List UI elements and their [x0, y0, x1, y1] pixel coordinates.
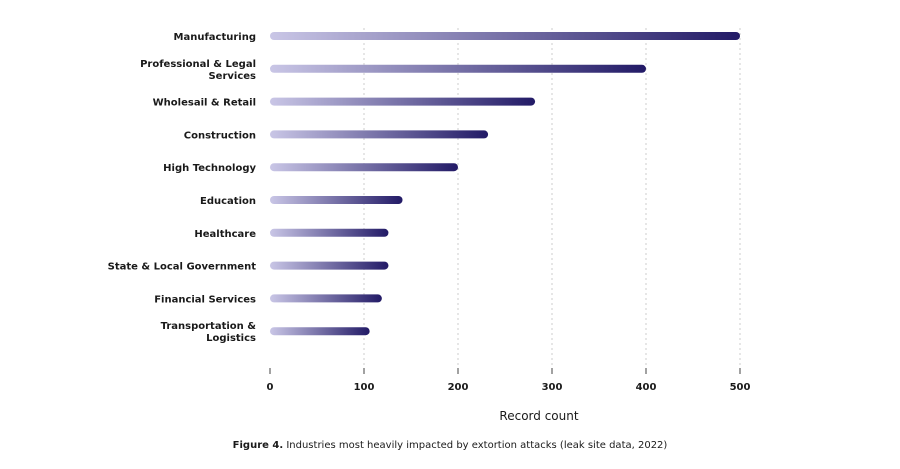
category-label: High Technology: [163, 163, 256, 174]
x-tick-label: 400: [636, 382, 657, 393]
figure-caption: Figure 4. Industries most heavily impact…: [0, 440, 900, 451]
category-label: Manufacturing: [174, 32, 257, 43]
category-label: Construction: [184, 130, 256, 141]
category-label: State & Local Government: [108, 262, 257, 273]
x-tick-label: 100: [354, 382, 375, 393]
bar: [270, 97, 536, 106]
figure-label: Figure 4.: [232, 440, 284, 451]
category-label: Education: [200, 196, 256, 207]
x-axis-title: Record count: [499, 409, 578, 423]
bar: [270, 261, 389, 270]
x-tick-label: 200: [448, 382, 469, 393]
category-label: Wholesail & Retail: [153, 98, 256, 109]
category-label: Healthcare: [194, 229, 256, 240]
bar-chart: Manufacturing Professional & Legal Service…: [108, 28, 751, 423]
bar: [270, 294, 382, 303]
category-label: Financial Services: [154, 294, 256, 305]
bar: [270, 64, 646, 73]
x-tick-label: 500: [730, 382, 751, 393]
caption-text: Industries most heavily impacted by exto…: [283, 440, 668, 451]
bar: [270, 32, 740, 40]
bar: [270, 130, 489, 139]
bar: [270, 228, 389, 237]
bar: [270, 327, 370, 336]
x-tick-label: 0: [267, 382, 274, 393]
x-tick-label: 300: [542, 382, 563, 393]
category-label: Transportation & Logistics: [161, 321, 257, 344]
bar: [270, 163, 458, 172]
category-label: Professional & Legal Services: [140, 59, 256, 82]
bar: [270, 196, 403, 204]
